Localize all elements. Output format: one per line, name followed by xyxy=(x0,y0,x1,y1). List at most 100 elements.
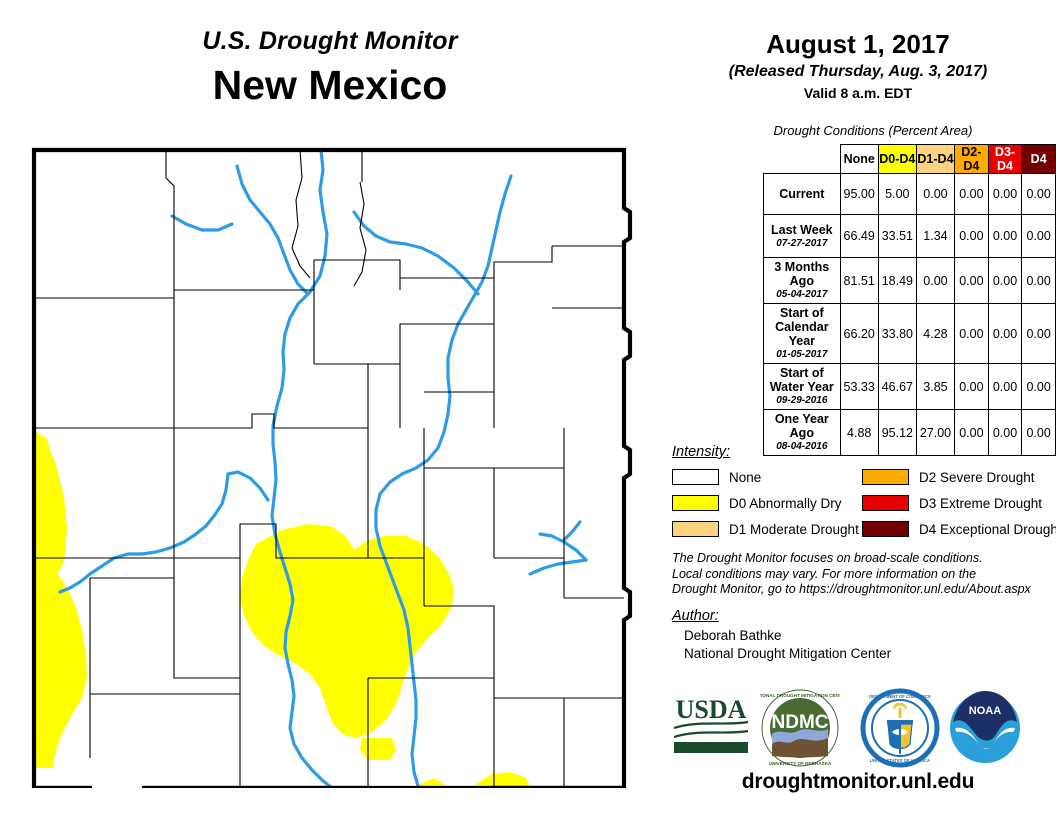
column-header-d4: D4 xyxy=(1021,144,1056,174)
cell-lastweek-none: 66.49 xyxy=(839,214,879,258)
legend-label-d0: D0 Abnormally Dry xyxy=(729,495,842,511)
ndmc-logo[interactable]: NDMC NATIONAL DROUGHT MITIGATION CENTER … xyxy=(752,688,849,770)
legend-label-none: None xyxy=(729,469,762,485)
row-label-date: 05-04-2017 xyxy=(776,289,828,300)
legend-item-d4: D4 Exceptional Drought xyxy=(862,518,1056,540)
cell-oneyear-d2d4: 0.00 xyxy=(954,409,989,456)
swatch-d3-icon xyxy=(862,495,909,511)
cell-3months-d1d4: 0.00 xyxy=(915,257,956,304)
river-se-tributary-1 xyxy=(538,532,588,562)
table-header: None D0-D4 D1-D4 D2-D4 D3-D4 D4 xyxy=(764,144,1056,174)
drought-areas-d0 xyxy=(32,430,531,788)
table-corner-cell xyxy=(764,145,841,174)
row-label-date: 01-05-2017 xyxy=(776,349,828,360)
state-map[interactable] xyxy=(24,138,636,788)
column-header-none: None xyxy=(839,144,879,174)
intensity-title: Intensity: xyxy=(672,444,731,460)
row-label-start-water-year: Start of Water Year 09-29-2016 xyxy=(763,363,841,410)
county-line-14 xyxy=(174,413,368,429)
svg-text:USDA: USDA xyxy=(676,695,747,724)
usda-logo[interactable]: USDA xyxy=(668,688,754,770)
state-outline xyxy=(31,147,633,788)
county-line-17 xyxy=(399,323,494,364)
river-canadian xyxy=(446,174,513,416)
river-se-tributary-3 xyxy=(562,520,582,542)
cell-calyear-d0d4: 33.80 xyxy=(877,303,917,364)
cell-current-d0d4: 5.00 xyxy=(877,173,917,215)
county-line-1 xyxy=(165,150,175,298)
table-row: 3 Months Ago 05-04-2017 81.51 18.49 0.00… xyxy=(763,257,1056,304)
county-line-7 xyxy=(313,259,401,290)
row-label-3-months-ago: 3 Months Ago 05-04-2017 xyxy=(763,257,841,304)
table-row: Current 95.00 5.00 0.00 0.00 0.00 0.00 xyxy=(763,173,1056,215)
logo-row: USDA NDMC NATIONAL DROUGHT MITIGATION CE… xyxy=(660,688,1056,772)
row-label-date: 08-04-2016 xyxy=(776,441,828,452)
cell-3months-none: 81.51 xyxy=(839,257,879,304)
svg-text:NOAA: NOAA xyxy=(969,705,1001,717)
doc-logo[interactable]: DEPARTMENT OF COMMERCE UNITED STATES OF … xyxy=(860,688,940,770)
new-mexico-map-svg[interactable] xyxy=(24,138,636,788)
county-line-4 xyxy=(353,181,367,287)
legend-item-d1: D1 Moderate Drought xyxy=(672,518,859,540)
d0-area-south-tab xyxy=(360,738,396,760)
rivers xyxy=(58,148,588,788)
column-header-d0-d4: D0-D4 xyxy=(877,144,917,174)
row-label-start-calendar-year: Start of Calendar Year 01-05-2017 xyxy=(763,303,841,364)
cell-calyear-d1d4: 4.28 xyxy=(915,303,956,364)
row-label-date: 07-27-2017 xyxy=(776,237,828,249)
row-label-last-week: Last Week 07-27-2017 xyxy=(763,214,841,258)
disclaimer-line-2: Local conditions may vary. For more info… xyxy=(672,566,977,581)
row-label-current: Current xyxy=(763,173,841,215)
column-header-d1-d4: D1-D4 xyxy=(915,144,956,174)
cell-wateryear-d0d4: 46.67 xyxy=(877,363,917,410)
county-line-39 xyxy=(424,605,495,678)
info-panel: August 1, 2017 (Released Thursday, Aug. … xyxy=(660,0,1056,816)
river-gila xyxy=(58,524,208,594)
report-date: August 1, 2017 xyxy=(766,29,950,59)
cell-current-d3d4: 0.00 xyxy=(987,173,1023,215)
disclaimer-line-3: Drought Monitor, go to https://droughtmo… xyxy=(672,582,1031,596)
river-mora-tributary xyxy=(352,210,480,296)
river-pecos xyxy=(374,412,450,788)
legend-item-d0: D0 Abnormally Dry xyxy=(672,492,842,514)
row-label-text: Start of Calendar Year xyxy=(775,306,829,348)
county-line-26 xyxy=(424,467,495,558)
table-header-row: None D0-D4 D1-D4 D2-D4 D3-D4 D4 xyxy=(764,144,1056,174)
cell-current-none: 95.00 xyxy=(839,173,879,215)
cell-wateryear-d2d4: 0.00 xyxy=(954,363,989,410)
river-se-tributary-2 xyxy=(528,558,588,576)
cell-current-d4: 0.00 xyxy=(1021,173,1056,215)
county-line-19 xyxy=(424,391,495,428)
cell-3months-d4: 0.00 xyxy=(1021,257,1056,304)
svg-text:DEPARTMENT OF COMMERCE: DEPARTMENT OF COMMERCE xyxy=(869,694,931,699)
map-panel: U.S. Drought Monitor New Mexico xyxy=(24,27,636,788)
table-row: Last Week 07-27-2017 66.49 33.51 1.34 0.… xyxy=(763,214,1056,258)
d0-area-south-central xyxy=(240,524,454,738)
svg-text:NATIONAL DROUGHT MITIGATION CE: NATIONAL DROUGHT MITIGATION CENTER xyxy=(760,693,840,698)
swatch-d0-icon xyxy=(672,495,719,511)
river-chama xyxy=(235,164,310,296)
cell-calyear-none: 66.20 xyxy=(839,303,879,364)
svg-text:UNITED STATES OF AMERICA: UNITED STATES OF AMERICA xyxy=(870,758,930,763)
website-url[interactable]: droughtmonitor.unl.edu xyxy=(741,770,975,793)
program-title: U.S. Drought Monitor xyxy=(202,27,458,55)
column-header-d2-d4: D2-D4 xyxy=(954,144,989,174)
county-line-23 xyxy=(174,523,368,559)
row-label-one-year-ago: One Year Ago 08-04-2016 xyxy=(763,409,841,456)
row-label-text: Last Week xyxy=(771,222,833,237)
county-line-16 xyxy=(314,363,401,428)
cell-lastweek-d4: 0.00 xyxy=(1021,214,1056,258)
legend-label-d2: D2 Severe Drought xyxy=(919,469,1035,485)
noaa-logo[interactable]: NOAA xyxy=(945,688,1025,770)
legend-item-none: None xyxy=(672,466,761,488)
author-block: Author: Deborah Bathke National Drought … xyxy=(672,608,1056,663)
river-gila-upper xyxy=(204,472,230,528)
cell-lastweek-d0d4: 33.51 xyxy=(877,214,917,258)
cell-calyear-d4: 0.00 xyxy=(1021,303,1056,364)
date-block: August 1, 2017 (Released Thursday, Aug. … xyxy=(660,28,1056,103)
cell-oneyear-d3d4: 0.00 xyxy=(987,409,1023,456)
author-organization: National Drought Mitigation Center xyxy=(684,646,892,661)
valid-time: Valid 8 a.m. EDT xyxy=(803,85,913,101)
legend-label-d3: D3 Extreme Drought xyxy=(919,495,1043,511)
county-line-8 xyxy=(400,246,553,279)
